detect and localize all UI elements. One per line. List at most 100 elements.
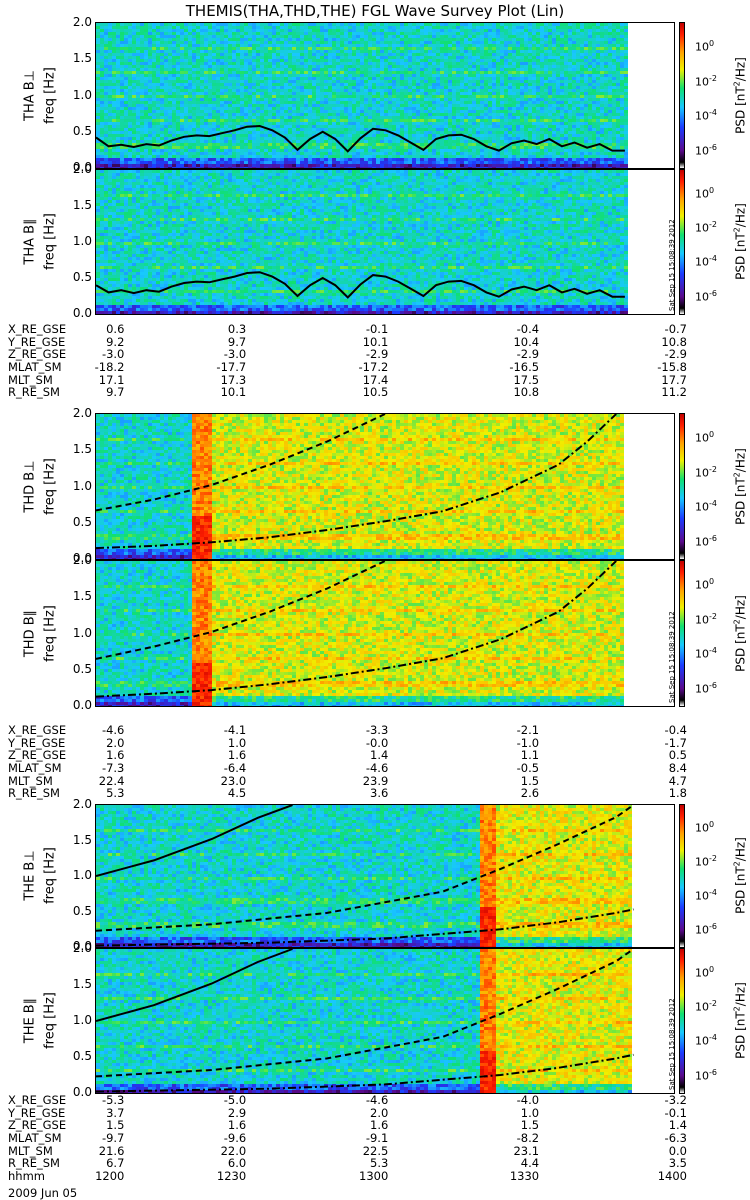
- ephemeris-value: -3.0: [206, 347, 246, 361]
- ephemeris-value: -2.1: [499, 723, 539, 737]
- ephemeris-value: 9.2: [84, 335, 124, 349]
- colorbar-tick-label: 10-2: [695, 220, 717, 235]
- ephemeris-value: 17.1: [84, 373, 125, 387]
- ephemeris-value: 1.4: [348, 748, 388, 762]
- y-tick-label: 0.5: [52, 904, 92, 918]
- ephemeris-value: -3.0: [84, 347, 124, 361]
- ephemeris-label: Y_RE_GSE: [8, 1106, 65, 1120]
- ephemeris-row: R_RE_SM 9.7 10.1 10.5 10.8 11.2: [8, 385, 748, 399]
- spectrogram-cells: [96, 805, 632, 947]
- ephemeris-label: MLAT_SM: [8, 1131, 62, 1145]
- ephemeris-value: 10.8: [647, 335, 687, 349]
- ephemeris-value: 2.0: [348, 1106, 388, 1120]
- ephemeris-value: 8.4: [647, 761, 687, 775]
- ephemeris-value: 6.7: [84, 1156, 124, 1170]
- dashed-frequency-line: [96, 561, 386, 660]
- y-tick-label: 1.5: [52, 977, 92, 991]
- y-tick-label: 2.0: [52, 406, 92, 420]
- colorbar-tick-label: 10-4: [695, 254, 717, 269]
- ephemeris-row: X_RE_GSE -4.6 -4.1 -3.3 -2.1 -0.4: [8, 723, 748, 737]
- colorbar-tick-label: 10-4: [695, 646, 717, 661]
- ephemeris-value: 10.4: [499, 335, 539, 349]
- ephemeris-label: Y_RE_GSE: [8, 736, 65, 750]
- spectrogram-thd-perp: [96, 414, 624, 559]
- ephemeris-value: 1.5: [84, 1118, 124, 1132]
- ephemeris-value: 1.6: [348, 1118, 388, 1132]
- colorbar-tick-label: 10-6: [695, 1068, 717, 1083]
- ephemeris-label: R_RE_SM: [8, 385, 60, 399]
- colorbar-tick-label: 10-2: [695, 999, 717, 1014]
- ephemeris-value: 22.4: [84, 774, 125, 788]
- ephemeris-row: Z_RE_GSE 1.5 1.6 1.6 1.5 1.4: [8, 1118, 748, 1132]
- ephemeris-row: MLT_SM 17.1 17.3 17.4 17.5 17.7: [8, 373, 748, 387]
- spectrogram-thd-par: [96, 561, 624, 706]
- ephemeris-value: 1.1: [499, 748, 539, 762]
- ephemeris-value: 3.7: [84, 1106, 124, 1120]
- ephemeris-value: -4.1: [206, 723, 246, 737]
- ephemeris-value: 17.5: [499, 373, 539, 387]
- ephemeris-value: 0.3: [206, 322, 246, 336]
- ephemeris-value: -0.4: [647, 723, 687, 737]
- colorbar-label: PSD [nT2/Hz]: [733, 533, 748, 733]
- y-tick-label: 0.5: [52, 515, 92, 529]
- y-tick-label: 0.5: [52, 1049, 92, 1063]
- spectrogram-cells: [96, 23, 628, 168]
- ephemeris-value: 1.5: [499, 774, 539, 788]
- ephemeris-row: MLAT_SM -18.2 -17.7 -17.2 -16.5 -15.8: [8, 360, 748, 374]
- solid-frequency-line: [96, 805, 293, 877]
- spectrogram-cells: [96, 561, 624, 706]
- y-tick-label: 0.0: [52, 939, 92, 953]
- ephemeris-value: -5.3: [84, 1093, 124, 1107]
- ephemeris-value: 2.9: [206, 1106, 246, 1120]
- dashed-frequency-line: [96, 805, 635, 932]
- ephemeris-value: -2.9: [499, 347, 539, 361]
- ephemeris-label: MLT_SM: [8, 373, 53, 387]
- gyrofrequency-line: [96, 124, 625, 153]
- ephemeris-value: 1.0: [499, 1106, 539, 1120]
- y-tick-label: 2.0: [52, 941, 92, 955]
- ephemeris-value: 21.6: [84, 1144, 125, 1158]
- colorbar-the-perp: [679, 804, 685, 948]
- ephemeris-label: R_RE_SM: [8, 1156, 60, 1170]
- colorbar-tick-label: 100: [695, 39, 714, 54]
- colorbar-tick-label: 10-6: [695, 534, 717, 549]
- ephemeris-value: 10.1: [348, 335, 389, 349]
- ephemeris-value: -8.2: [499, 1131, 539, 1145]
- y-tick-label: 0.0: [52, 698, 92, 712]
- ephemeris-row: MLT_SM 21.6 22.0 22.5 23.1 0.0: [8, 1144, 748, 1158]
- ephemeris-value: 1.5: [499, 1118, 539, 1132]
- spectrogram-tha-par: [96, 170, 628, 314]
- ephemeris-value: 23.9: [348, 774, 389, 788]
- y-tick-label: 2.0: [52, 797, 92, 811]
- ephemeris-value: -2.9: [647, 347, 687, 361]
- spectrogram-cells: [96, 414, 624, 559]
- ephemeris-label: MLAT_SM: [8, 761, 62, 775]
- colorbar-label: PSD [nT2/Hz]: [733, 921, 748, 1121]
- y-tick-label: 1.5: [52, 442, 92, 456]
- timestamp-stamp: Sat Sep 15 15:08:39 2012: [668, 611, 676, 703]
- ephemeris-value: 1.0: [206, 736, 246, 750]
- ephemeris-value: 10.5: [348, 385, 389, 399]
- spectrogram-cells: [96, 949, 632, 1093]
- ephemeris-value: 22.5: [348, 1144, 389, 1158]
- y-tick-label: 0.5: [52, 270, 92, 284]
- ephemeris-value: 1.4: [647, 1118, 687, 1132]
- y-tick-label: 2.0: [52, 15, 92, 29]
- ephemeris-value: -0.0: [348, 736, 388, 750]
- ephemeris-value: -0.5: [499, 761, 539, 775]
- ephemeris-value: 1400: [647, 1169, 687, 1183]
- ephemeris-row: Y_RE_GSE 2.0 1.0 -0.0 -1.0 -1.7: [8, 736, 748, 750]
- ephemeris-label: X_RE_GSE: [8, 723, 66, 737]
- solid-frequency-line: [96, 949, 293, 1022]
- ephemeris-row: R_RE_SM 6.7 6.0 5.3 4.4 3.5: [8, 1156, 748, 1170]
- ephemeris-value: 22.0: [206, 1144, 247, 1158]
- ephemeris-label: MLAT_SM: [8, 360, 62, 374]
- spectrogram-cells: [96, 170, 628, 314]
- ephemeris-row: R_RE_SM 5.3 4.5 3.6 2.6 1.8: [8, 786, 748, 800]
- ephemeris-value: -18.2: [84, 360, 125, 374]
- y-tick-label: 0.0: [52, 551, 92, 565]
- spectrogram-tha-perp: [96, 23, 628, 168]
- colorbar-label: PSD [nT2/Hz]: [733, 142, 748, 342]
- colorbar-tick-label: 10-2: [695, 854, 717, 869]
- ephemeris-label: R_RE_SM: [8, 786, 60, 800]
